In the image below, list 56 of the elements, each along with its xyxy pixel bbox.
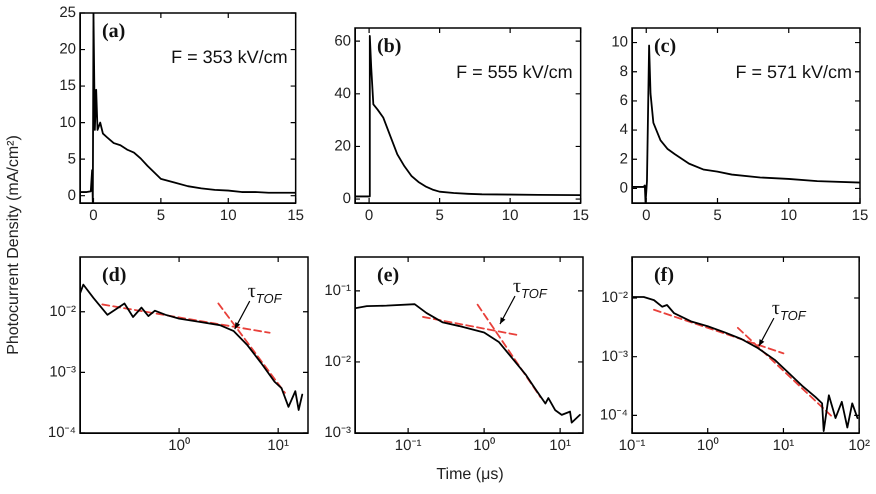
x-tick-label: 5 [156, 207, 166, 224]
x-tick-label: 10⁰ [696, 437, 719, 454]
y-tick-label: 4 [620, 121, 628, 138]
y-tick-label: 10⁻⁴ [48, 424, 76, 442]
x-tick-label: 10⁻¹ [394, 437, 422, 454]
y-axis-title: Photocurrent Density (mA/cm²) [5, 135, 23, 355]
x-tick-label: 10² [848, 437, 870, 454]
x-tick-label: 5 [713, 207, 722, 224]
annotation: (a) [102, 20, 126, 42]
y-tick-label: 20 [334, 138, 351, 155]
annotation: (d) [102, 264, 126, 286]
x-axis-title: Time (μs) [436, 466, 504, 484]
y-tick-label: 8 [620, 62, 628, 80]
y-tick-label: 10 [611, 34, 628, 51]
annotation: F = 555 kV/cm [456, 62, 573, 82]
annotation: (c) [654, 35, 676, 57]
y-tick-label: 25 [59, 4, 76, 22]
y-tick-label: 10⁻⁴ [600, 406, 628, 424]
annotation: (e) [377, 264, 400, 286]
y-tick-label: 0 [620, 180, 628, 197]
y-tick-label: 10⁻³ [601, 348, 628, 365]
annotation: (f) [654, 264, 674, 286]
y-tick-label: 10⁻² [324, 353, 351, 370]
y-tick-label: 10⁻³ [49, 364, 76, 381]
x-tick-label: 10⁰ [473, 437, 495, 454]
y-tick-label: 10⁻² [601, 289, 628, 306]
x-tick-label: 15 [852, 207, 868, 224]
y-tick-label: 20 [59, 40, 76, 58]
annotation: (b) [377, 35, 402, 57]
x-tick-label: 10¹ [267, 437, 290, 454]
y-tick-label: 10⁻¹ [324, 282, 351, 300]
x-tick-label: 10 [220, 207, 237, 224]
y-tick-label: 0 [68, 186, 76, 204]
x-tick-label: 0 [642, 207, 650, 224]
x-tick-label: 10¹ [549, 437, 571, 454]
annotation: F = 353 kV/cm [171, 47, 288, 67]
x-tick-label: 10 [502, 207, 518, 224]
x-tick-label: 15 [572, 207, 589, 224]
x-tick-label: 0 [364, 207, 374, 224]
x-tick-label: 10¹ [772, 437, 794, 454]
y-tick-label: 60 [334, 32, 351, 50]
y-tick-label: 10 [59, 114, 76, 131]
x-tick-label: 5 [435, 207, 444, 224]
y-tick-label: 2 [620, 150, 628, 168]
y-tick-label: 10⁻² [49, 302, 76, 320]
y-tick-label: 10⁻³ [324, 424, 351, 442]
x-tick-label: 10 [780, 207, 798, 224]
y-tick-label: 0 [342, 190, 351, 208]
annotation: F = 571 kV/cm [735, 62, 852, 82]
y-tick-label: 6 [620, 92, 628, 110]
x-tick-label: 10⁰ [168, 437, 190, 454]
y-tick-label: 40 [334, 84, 351, 102]
x-tick-label: 0 [89, 207, 98, 224]
x-tick-label: 15 [287, 207, 304, 224]
y-tick-label: 15 [59, 77, 76, 94]
y-tick-label: 5 [68, 150, 76, 168]
